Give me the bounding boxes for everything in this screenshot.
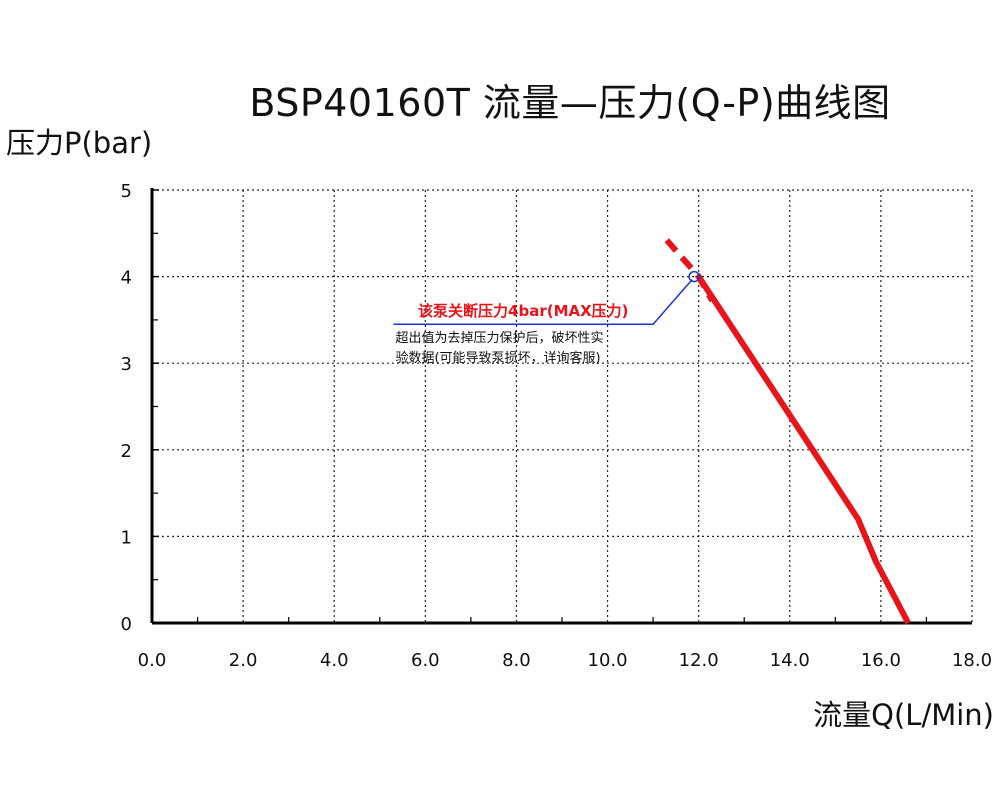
- series: [664, 238, 911, 625]
- shutoff-point-marker: [688, 270, 700, 283]
- y-tick-label: 1: [121, 527, 132, 548]
- y-axis-label: 压力P(bar): [6, 126, 153, 160]
- annotation-leader-line: [393, 279, 693, 325]
- flow-pressure-curve: [696, 274, 911, 625]
- x-tick-label: 14.0: [770, 650, 810, 671]
- y-tick-label: 3: [121, 354, 132, 375]
- x-tick-label: 0.0: [138, 650, 167, 671]
- x-tick-label: 10.0: [588, 650, 628, 671]
- x-tick-label: 6.0: [411, 650, 440, 671]
- y-tick-label: 0: [121, 614, 132, 635]
- x-tick-label: 12.0: [679, 650, 719, 671]
- x-tick-label: 4.0: [320, 650, 349, 671]
- x-tick-label: 18.0: [952, 650, 992, 671]
- annotation-note-line: 超出值为去掉压力保护后，破坏性实: [395, 330, 603, 346]
- x-tick-label: 16.0: [861, 650, 901, 671]
- axes: [150, 188, 972, 625]
- annotation-title: 该泵关断压力4bar(MAX压力): [418, 302, 629, 320]
- annotation-note-line: 验数据(可能导致泵损坏，详询客服): [395, 350, 600, 366]
- tick-labels: 0 1 2 3 4 5 0.0 2.0 4.0 6.0 8.0 10.0 12.0 14.0 16.0 18.…: [121, 181, 992, 671]
- y-tick-label: 4: [121, 268, 132, 289]
- grid: [152, 189, 973, 623]
- chart-title: BSP40160T 流量—压力(Q-P)曲线图: [249, 81, 891, 125]
- x-tick-label: 8.0: [502, 650, 531, 671]
- y-tick-label: 2: [121, 441, 132, 462]
- y-tick-label: 5: [121, 181, 132, 202]
- x-tick-label: 2.0: [229, 650, 258, 671]
- x-axis-label: 流量Q(L/Min): [813, 698, 994, 732]
- annotation: 该泵关断压力4bar(MAX压力) 超出值为去掉压力保护后，破坏性实验数据(可能导…: [393, 270, 700, 366]
